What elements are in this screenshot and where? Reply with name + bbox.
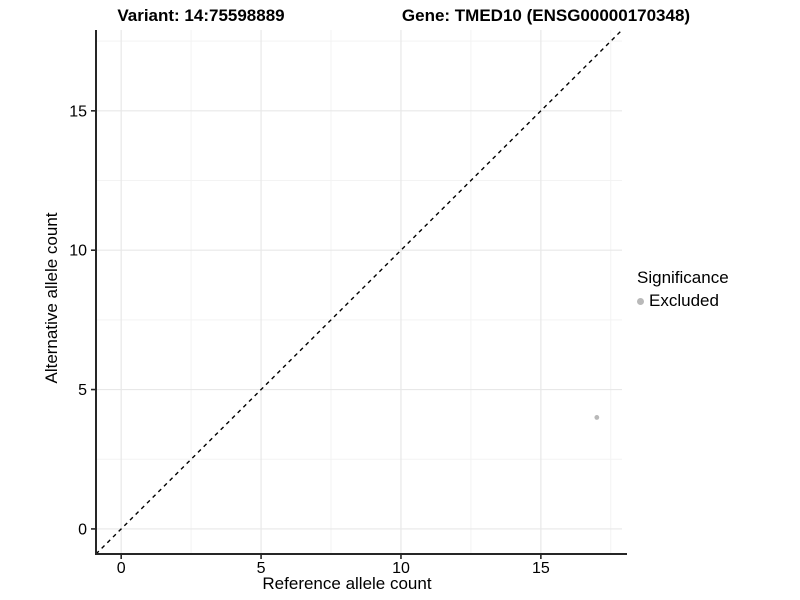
x-tick-label: 15 (532, 560, 550, 577)
y-tick-label: 0 (78, 521, 87, 538)
legend-item-excluded: Excluded (637, 291, 729, 311)
y-tick-label: 15 (69, 103, 87, 120)
plot-title-variant: Variant: 14:75598889 (117, 6, 285, 25)
x-tick-label: 10 (392, 560, 410, 577)
y-tick-label: 10 (69, 243, 87, 260)
data-point (594, 415, 600, 420)
y-tick-label: 5 (78, 382, 87, 399)
identity-line (95, 29, 623, 555)
legend: Significance Excluded (637, 268, 729, 311)
x-axis-title: Reference allele count (262, 574, 432, 593)
legend-point-icon (637, 297, 644, 305)
plot-title-gene: Gene: TMED10 (ENSG00000170348) (401, 6, 691, 25)
legend-title: Significance (637, 268, 729, 287)
x-tick-label: 0 (117, 560, 126, 577)
y-axis-title: Alternative allele count (42, 212, 61, 384)
x-tick-label: 5 (257, 560, 266, 577)
legend-item-label: Excluded (649, 291, 719, 310)
